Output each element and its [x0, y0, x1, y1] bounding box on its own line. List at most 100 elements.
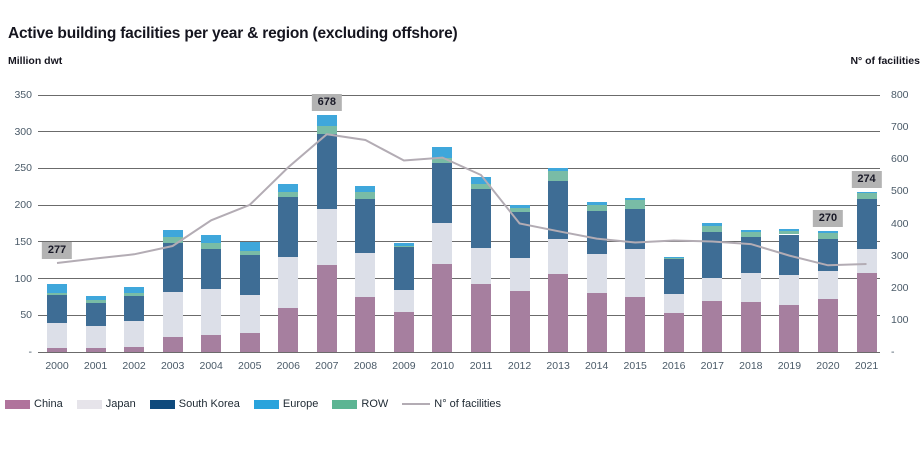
legend-line-swatch-icon: [402, 403, 431, 405]
bar-segment-china: [355, 296, 376, 352]
bar-segment-europe: [817, 230, 838, 234]
x-axis-tick: 2008: [353, 360, 378, 372]
bar-segment-south-korea: [47, 294, 67, 324]
bar-segment-south-korea: [355, 198, 376, 253]
bar-segment-japan: [432, 222, 453, 264]
bar-segment-europe: [162, 230, 183, 238]
right-axis-tick: -: [891, 346, 895, 358]
chart-title: Active building facilities per year & re…: [8, 25, 458, 42]
bar-segment-row: [548, 170, 569, 181]
line-value-label: 678: [311, 93, 343, 111]
bar-segment-japan: [779, 274, 800, 305]
bar-segment-row: [702, 225, 723, 232]
bar-segment-europe: [702, 222, 723, 226]
legend-item-europe: Europe: [253, 398, 319, 410]
legend-label: South Korea: [178, 398, 240, 410]
bar-segment-south-korea: [432, 162, 453, 223]
bar-segment-row: [316, 125, 337, 134]
bar-segment-china: [471, 283, 492, 352]
bar-segment-japan: [663, 293, 684, 314]
bar-segment-europe: [201, 234, 222, 243]
bar-segment-south-korea: [663, 259, 684, 294]
gridline: [38, 131, 880, 133]
bar-segment-japan: [625, 249, 646, 297]
bar-segment-row: [124, 292, 145, 297]
bar-segment-japan: [548, 238, 569, 275]
left-axis-tick: 200: [14, 199, 32, 212]
bar-segment-row: [779, 230, 800, 235]
x-axis-tick: 2005: [238, 360, 262, 372]
gridline: [38, 314, 880, 316]
line-value-label: 274: [851, 170, 882, 188]
bar-segment-south-korea: [702, 231, 723, 278]
bar-segment-row: [432, 158, 453, 163]
left-axis-tick: 350: [14, 89, 32, 101]
left-axis-tick: 300: [14, 125, 32, 138]
x-axis-tick: 2006: [276, 360, 300, 372]
bar-segment-china: [162, 337, 183, 352]
bar-segment-china: [47, 348, 67, 352]
x-axis-tick: 2015: [623, 360, 647, 372]
line-value-label: 277: [41, 242, 73, 259]
bar-segment-row: [355, 191, 376, 199]
bar-segment-japan: [586, 254, 607, 294]
legend-label: ROW: [361, 398, 389, 410]
left-axis-tick: 50: [20, 309, 32, 322]
right-axis-title: N° of facilities: [850, 55, 920, 67]
bar-segment-south-korea: [278, 197, 299, 257]
left-axis-tick: 250: [14, 162, 32, 175]
bar-segment-china: [779, 305, 800, 352]
bar-segment-south-korea: [817, 238, 838, 272]
bar-segment-europe: [663, 256, 684, 258]
legend-label: Europe: [282, 398, 319, 410]
bar-segment-japan: [856, 249, 877, 274]
legend-item-japan: Japan: [76, 398, 136, 410]
bar-segment-row: [85, 299, 106, 303]
gridline: [38, 94, 880, 96]
bar-segment-europe: [355, 186, 376, 192]
x-axis-tick: 2003: [160, 360, 185, 372]
bar-segment-china: [817, 299, 838, 352]
bar-segment-south-korea: [316, 133, 337, 209]
bar-segment-china: [625, 296, 646, 352]
legend-swatch-icon: [149, 399, 175, 409]
bar-segment-china: [316, 264, 337, 352]
bar-segment-europe: [740, 230, 761, 232]
bar-segment-europe: [316, 114, 337, 126]
bar-segment-south-korea: [393, 246, 414, 290]
x-axis-tick: 2000: [45, 360, 69, 372]
bar-segment-china: [278, 307, 299, 352]
bar-segment-japan: [85, 325, 106, 348]
x-axis-tick: 2010: [430, 360, 455, 372]
legend-item-china: China: [5, 398, 63, 410]
bar-segment-europe: [856, 191, 877, 194]
x-axis-tick: 2012: [507, 360, 532, 372]
bar-segment-japan: [316, 208, 337, 265]
bar-segment-row: [663, 258, 684, 260]
bar-segment-china: [432, 263, 453, 352]
bar-segment-row: [239, 250, 260, 256]
right-axis-tick: 800: [891, 89, 909, 101]
gridline: [38, 351, 880, 353]
bar-segment-row: [817, 233, 838, 239]
bar-segment-europe: [47, 283, 67, 293]
bar-segment-japan: [740, 272, 761, 303]
bar-segment-europe: [124, 286, 145, 293]
gridline: [38, 278, 880, 280]
gridline: [38, 167, 880, 169]
bar-segment-china: [548, 274, 569, 352]
bar-segment-japan: [702, 277, 723, 301]
bar-segment-row: [856, 193, 877, 200]
bar-segment-south-korea: [548, 180, 569, 239]
bar-segment-japan: [162, 291, 183, 338]
bar-segment-china: [239, 332, 260, 352]
bar-segment-south-korea: [201, 249, 222, 289]
bar-segment-japan: [201, 288, 222, 336]
bar-segment-row: [162, 237, 183, 243]
bar-segment-south-korea: [85, 302, 106, 326]
gridline: [38, 204, 880, 206]
bar-segment-europe: [779, 229, 800, 231]
bar-segment-south-korea: [239, 255, 260, 296]
bar-segment-china: [393, 311, 414, 352]
